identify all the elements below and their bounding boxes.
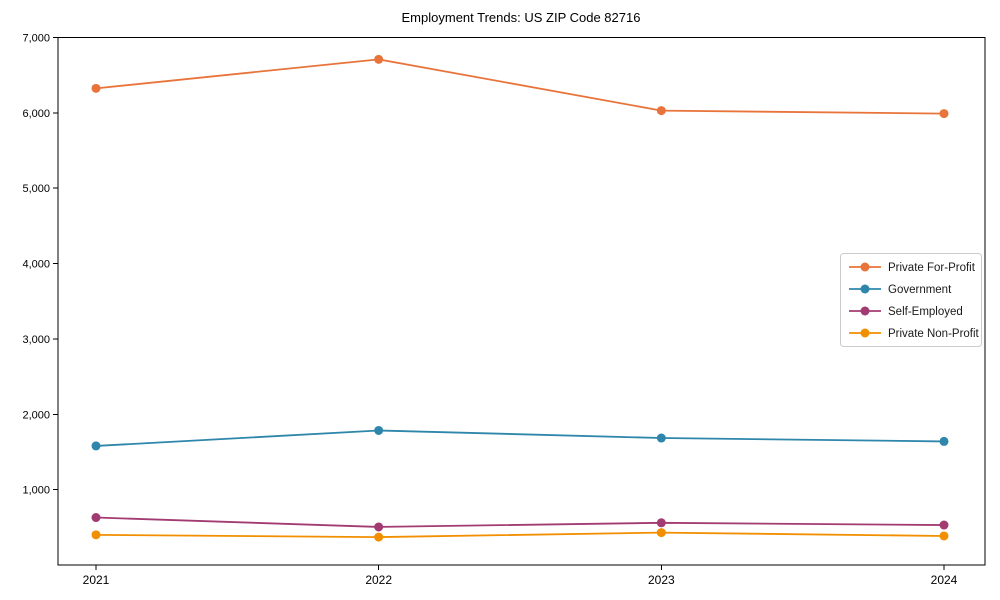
legend-item-government: Government: [849, 284, 952, 296]
y-tick-label: 2,000: [22, 409, 50, 421]
data-point-private-for-profit-2024: [939, 109, 949, 119]
legend: Private For-Profit Government Self-Employe…: [840, 253, 982, 347]
legend-item-private-non-profit: Private Non-Profit: [849, 328, 980, 340]
legend-box: [840, 253, 982, 347]
x-tick-label: 2022: [365, 573, 392, 587]
legend-label: Government: [888, 284, 952, 296]
legend-item-private-for-profit: Private For-Profit: [849, 262, 976, 274]
chart-title: Employment Trends: US ZIP Code 82716: [402, 10, 641, 25]
series-line-private-non-profit: [95, 531, 945, 539]
data-point-self-employed-2022: [374, 522, 384, 532]
x-tick-label: 2023: [648, 573, 675, 587]
series-line-government: [95, 429, 945, 447]
data-point-self-employed-2023: [656, 518, 666, 528]
y-tick-label: 7,000: [22, 33, 50, 45]
legend-swatch-marker: [860, 306, 870, 316]
y-tick-label: 5,000: [22, 183, 50, 195]
x-tick-label: 2021: [83, 573, 110, 587]
legend-swatch-marker: [860, 262, 870, 272]
x-tick-label: 2024: [931, 573, 958, 587]
series-line-private-for-profit: [95, 58, 945, 115]
data-point-private-for-profit-2022: [374, 54, 384, 64]
data-point-government-2023: [656, 433, 666, 443]
data-point-government-2022: [374, 425, 384, 435]
legend-label: Self-Employed: [888, 306, 963, 318]
legend-label: Private Non-Profit: [888, 328, 980, 340]
legend-swatch-marker: [860, 328, 870, 338]
data-point-private-non-profit-2022: [374, 532, 384, 542]
legend-swatch-marker: [860, 284, 870, 294]
data-point-private-non-profit-2024: [939, 531, 949, 541]
data-point-private-for-profit-2021: [91, 83, 101, 93]
plot-area: 1,000 2,000 3,000 4,000 5,000 6,000 7,000 2021 2…: [22, 33, 986, 587]
plot-frame: [57, 37, 986, 566]
data-point-self-employed-2024: [939, 520, 949, 530]
data-point-private-non-profit-2021: [91, 530, 101, 540]
legend-label: Private For-Profit: [888, 262, 976, 274]
data-point-private-non-profit-2023: [656, 528, 666, 538]
y-tick-label: 1,000: [22, 485, 50, 497]
y-tick-label: 6,000: [22, 108, 50, 120]
y-tick-label: 4,000: [22, 259, 50, 271]
y-tick-label: 3,000: [22, 334, 50, 346]
data-point-private-for-profit-2023: [656, 106, 666, 116]
data-point-government-2024: [939, 436, 949, 446]
series-line-self-employed: [95, 516, 945, 528]
data-point-self-employed-2021: [91, 513, 101, 523]
legend-item-self-employed: Self-Employed: [849, 306, 963, 318]
data-point-government-2021: [91, 441, 101, 451]
